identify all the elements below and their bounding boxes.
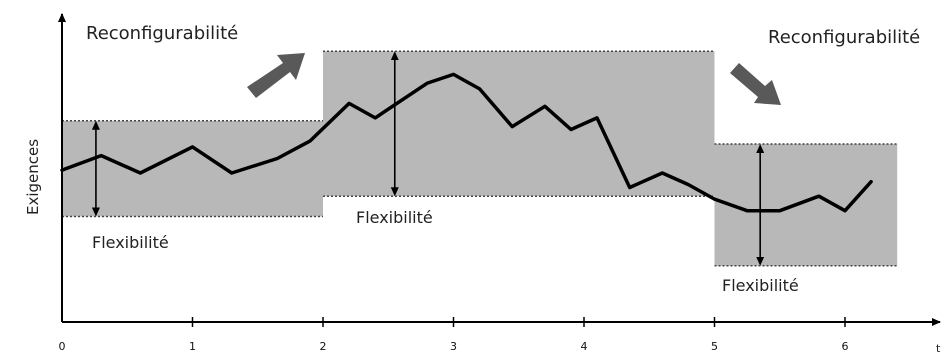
flexibility-label-1: Flexibilité [92,233,169,252]
x-tick-label: 0 [59,340,66,353]
demand-curve-layer [60,72,873,213]
x-axis-ticks: 0 1 2 3 4 5 6 [59,317,849,353]
flexibility-range-arrows [91,51,765,266]
demand-curve [60,72,873,213]
y-axis-label: Exigences [24,139,42,215]
flexibility-label-3: Flexibilité [722,276,799,295]
x-tick-label: 4 [581,340,588,353]
reconfiguration-arrow-up-icon [247,53,305,98]
x-axis-unit-label: t [936,342,941,355]
x-tick-label: 5 [711,340,718,353]
reconfigurability-label-right: Reconfigurabilité [768,27,920,48]
flexibility-band-1 [62,120,323,217]
x-tick-label: 1 [189,340,196,353]
x-tick-label: 2 [320,340,327,353]
reconfiguration-arrow-down-icon [730,63,781,105]
flexibility-band-3 [714,144,898,266]
flexibility-label-2: Flexibilité [356,208,433,227]
x-tick-label: 6 [842,340,849,353]
x-tick-label: 3 [450,340,457,353]
reconfigurability-label-left: Reconfigurabilité [86,23,238,44]
